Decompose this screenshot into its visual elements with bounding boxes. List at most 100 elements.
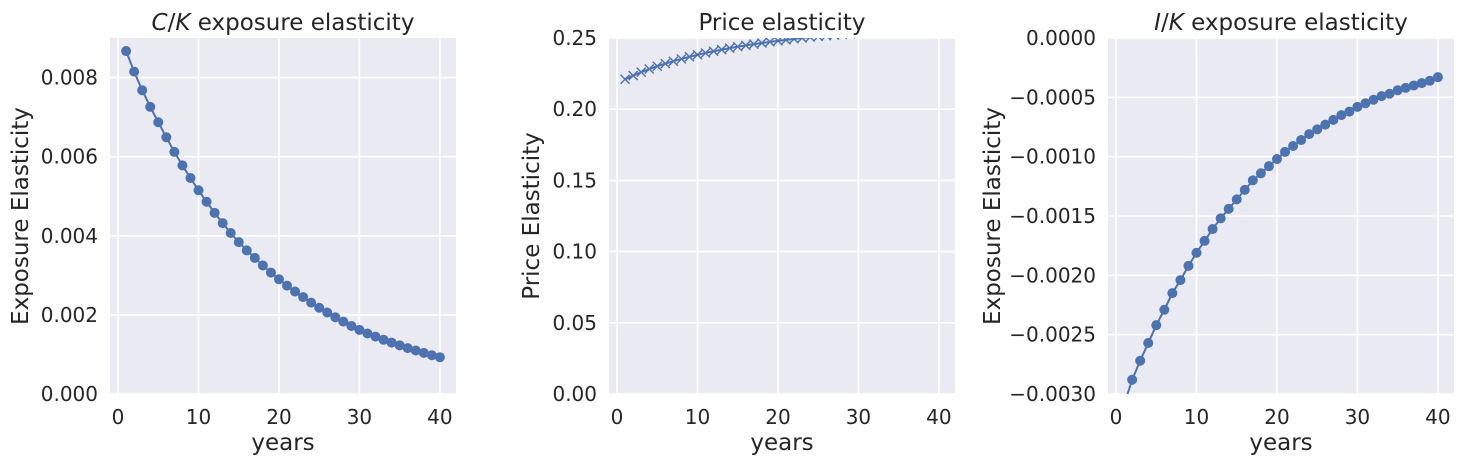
data-point [201, 196, 212, 207]
data-point [1183, 260, 1194, 271]
data-point [732, 41, 743, 52]
data-point [1392, 85, 1403, 96]
data-point [161, 132, 172, 143]
data-point [137, 85, 148, 96]
data-point [1215, 213, 1226, 224]
data-point [668, 56, 679, 67]
data-point [764, 38, 775, 47]
data-point [249, 252, 260, 263]
data-point [129, 66, 140, 77]
data-point [797, 38, 808, 43]
y-tick-label: 0.00 [552, 382, 597, 406]
data-point [724, 43, 735, 54]
data-point [878, 27, 887, 36]
data-point [772, 38, 783, 46]
data-point [1167, 288, 1178, 299]
data-point [1271, 154, 1282, 165]
y-tick-label: 0.15 [552, 168, 597, 192]
data-point [821, 38, 832, 41]
data-point [121, 46, 132, 57]
data-point [1231, 194, 1242, 205]
y-tick-label: 0.0000 [1026, 26, 1096, 50]
y-tick-label: −0.0010 [1009, 145, 1096, 169]
data-point [209, 207, 220, 218]
data-point [426, 350, 437, 361]
data-point [402, 343, 413, 354]
data-point [894, 26, 903, 35]
data-point [1360, 98, 1371, 109]
x-axis-label: years [750, 430, 813, 456]
data-point [1127, 374, 1138, 385]
data-point [370, 331, 381, 342]
data-point [1344, 106, 1355, 117]
data-point [1416, 78, 1427, 89]
chart-title-part: K [1169, 10, 1186, 36]
x-tick-label: 20 [266, 405, 291, 429]
y-tick-label: 0.006 [41, 145, 98, 169]
chart-title-part: / [168, 10, 176, 36]
chart-title-part: exposure elasticity [1184, 10, 1408, 36]
data-point [322, 307, 333, 318]
data-point [410, 345, 421, 356]
data-point [870, 28, 879, 37]
data-point [918, 25, 927, 34]
series-group [620, 24, 943, 85]
data-point [394, 340, 405, 351]
series-line [624, 38, 812, 81]
data-point [185, 173, 196, 184]
data-point [241, 245, 252, 256]
x-axis-label: years [251, 430, 314, 456]
data-point [1384, 88, 1395, 99]
x-tick-label: 0 [1110, 405, 1123, 429]
data-point [378, 334, 389, 345]
y-tick-label: 0.000 [41, 382, 98, 406]
y-tick-label: −0.0015 [1009, 204, 1096, 228]
data-point [1304, 129, 1315, 140]
y-tick-label: 0.10 [552, 240, 597, 264]
data-point [1143, 337, 1154, 348]
data-point [1328, 114, 1339, 125]
y-tick-label: −0.0005 [1009, 85, 1096, 109]
x-tick-label: 0 [611, 405, 624, 429]
plot-background [110, 38, 456, 394]
x-tick-label: 40 [1425, 405, 1450, 429]
data-point [1400, 82, 1411, 93]
data-point [145, 101, 156, 112]
x-tick-label: 20 [1264, 405, 1289, 429]
data-point [1151, 320, 1162, 331]
chart-title-part: Price elasticity [698, 10, 865, 36]
y-axis-label: Exposure Elasticity [8, 107, 34, 325]
data-point [177, 160, 188, 171]
data-point [1239, 184, 1250, 195]
y-tick-label: 0.008 [41, 66, 98, 90]
x-tick-label: 30 [1345, 405, 1370, 429]
data-point [636, 67, 647, 78]
panel-ik-exposure-elasticity: 0 10 20 30 40 −0.0030 −0.0025 −0.0020 −0.0015 −0.… [980, 10, 1454, 456]
data-point [813, 38, 824, 42]
data-point [354, 324, 365, 335]
y-tick-label: −0.0025 [1009, 323, 1096, 347]
y-tick-label: −0.0020 [1009, 263, 1096, 287]
data-point [1296, 135, 1307, 146]
data-point [1159, 304, 1170, 315]
data-point [708, 46, 719, 57]
data-point [684, 51, 695, 62]
y-tick-label: 0.20 [552, 97, 597, 121]
data-point [298, 292, 309, 303]
data-point [1376, 91, 1387, 102]
data-point [290, 286, 301, 297]
chart-title-part: / [1161, 10, 1169, 36]
data-point [362, 328, 373, 339]
x-tick-label: 40 [427, 405, 452, 429]
data-point [886, 27, 895, 36]
data-point [934, 24, 943, 33]
data-point [418, 347, 429, 358]
series-group [121, 46, 445, 363]
data-point [1288, 140, 1299, 151]
data-point [1247, 175, 1258, 186]
chart-title-part: exposure elasticity [190, 10, 414, 36]
series-group [1126, 72, 1443, 394]
x-tick-label: 40 [926, 405, 951, 429]
data-point [1424, 75, 1435, 86]
